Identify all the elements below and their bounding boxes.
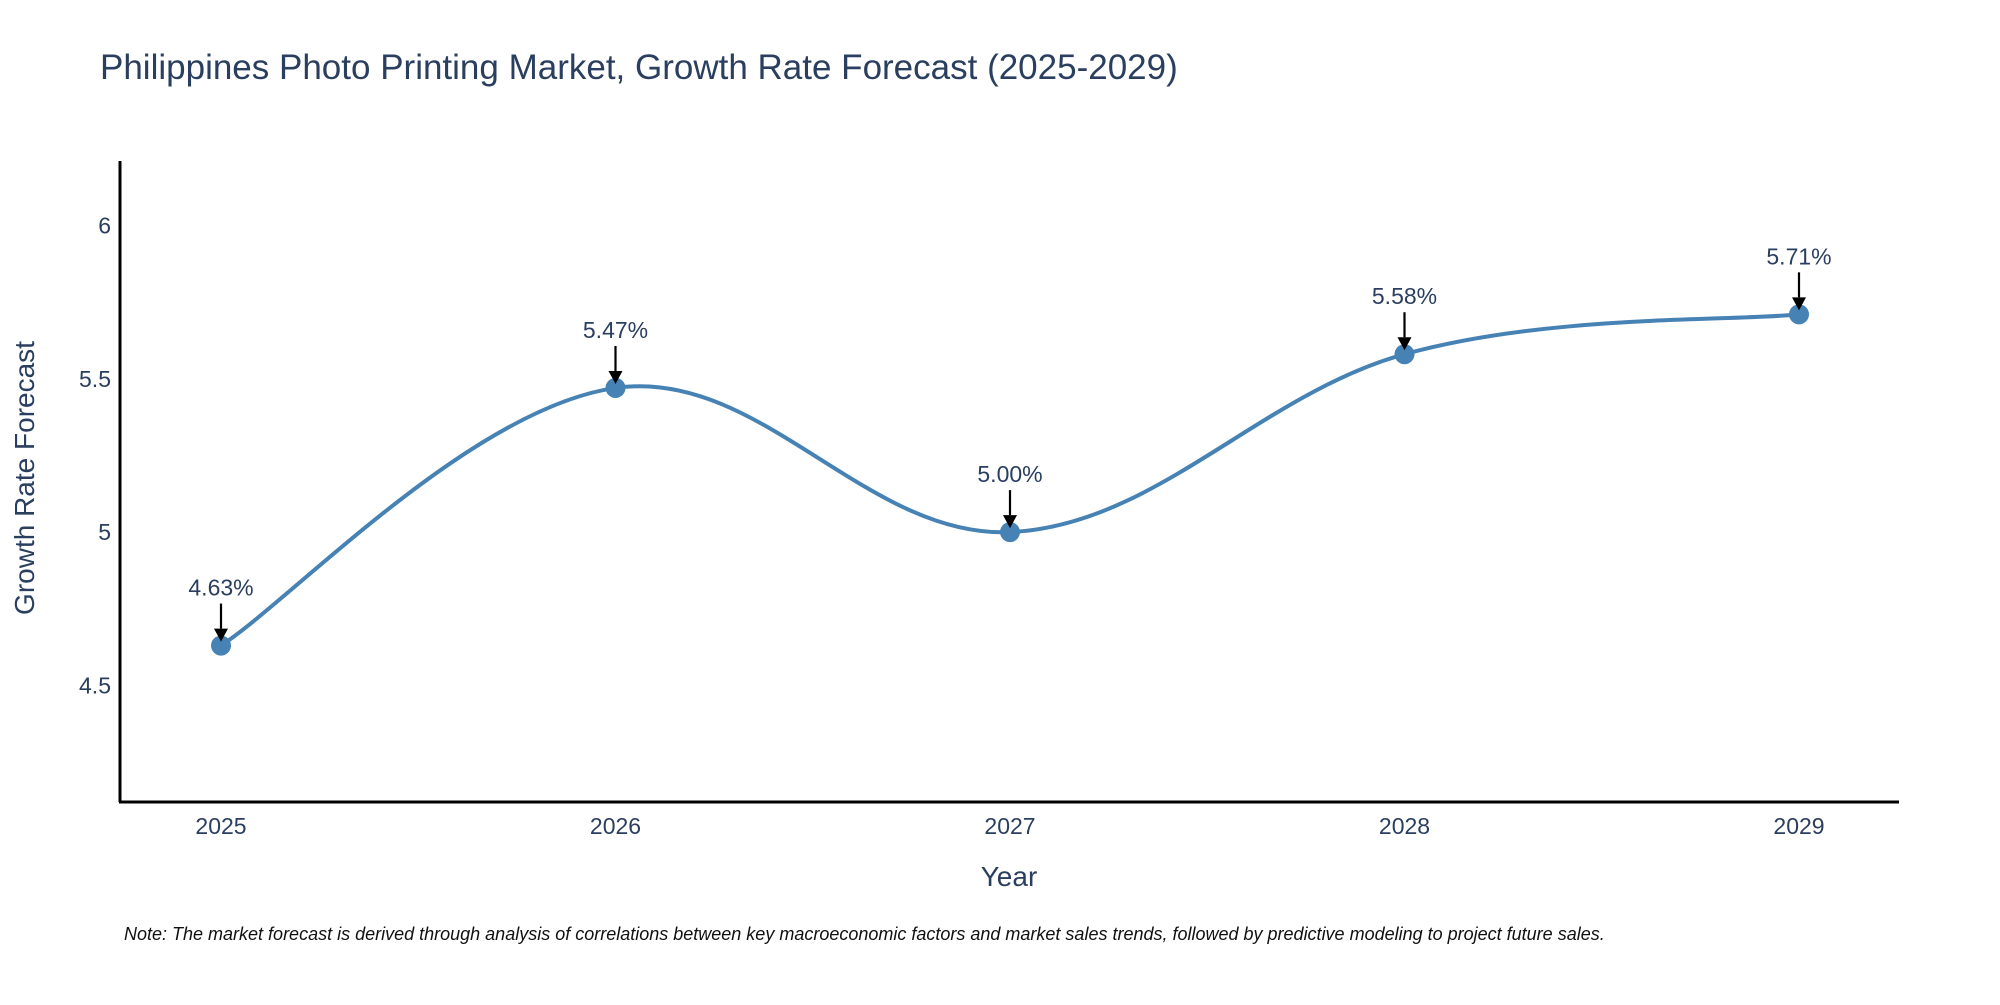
annotation-arrowhead	[608, 370, 623, 384]
annotation-arrowhead	[1003, 515, 1017, 529]
y-tick-label: 5.5	[79, 366, 111, 392]
data-label: 5.00%	[977, 461, 1042, 487]
data-label: 4.63%	[188, 575, 253, 601]
x-tick-label: 2028	[1379, 813, 1430, 839]
x-tick-label: 2029	[1773, 813, 1824, 839]
annotation-arrowhead	[1397, 337, 1412, 351]
data-label: 5.58%	[1372, 283, 1437, 309]
y-tick-label: 5	[98, 519, 111, 545]
chart-title: Philippines Photo Printing Market, Growt…	[100, 48, 1178, 87]
y-tick-label: 4.5	[79, 672, 111, 698]
x-tick-label: 2025	[195, 813, 246, 839]
y-tick-label: 6	[98, 212, 111, 238]
footnote: Note: The market forecast is derived thr…	[124, 924, 1605, 944]
data-point	[211, 635, 231, 656]
data-point	[1000, 522, 1020, 543]
data-point	[1394, 344, 1415, 365]
data-label: 5.47%	[583, 317, 648, 343]
x-tick-label: 2026	[590, 813, 641, 839]
data-point	[605, 377, 626, 398]
data-point	[1789, 304, 1809, 325]
y-axis-title: Growth Rate Forecast	[9, 341, 40, 615]
annotation-arrowhead	[1792, 297, 1806, 311]
x-axis-title: Year	[981, 861, 1038, 892]
annotation-arrowhead	[214, 628, 228, 642]
data-label: 5.71%	[1766, 243, 1831, 269]
x-tick-label: 2027	[984, 813, 1035, 839]
